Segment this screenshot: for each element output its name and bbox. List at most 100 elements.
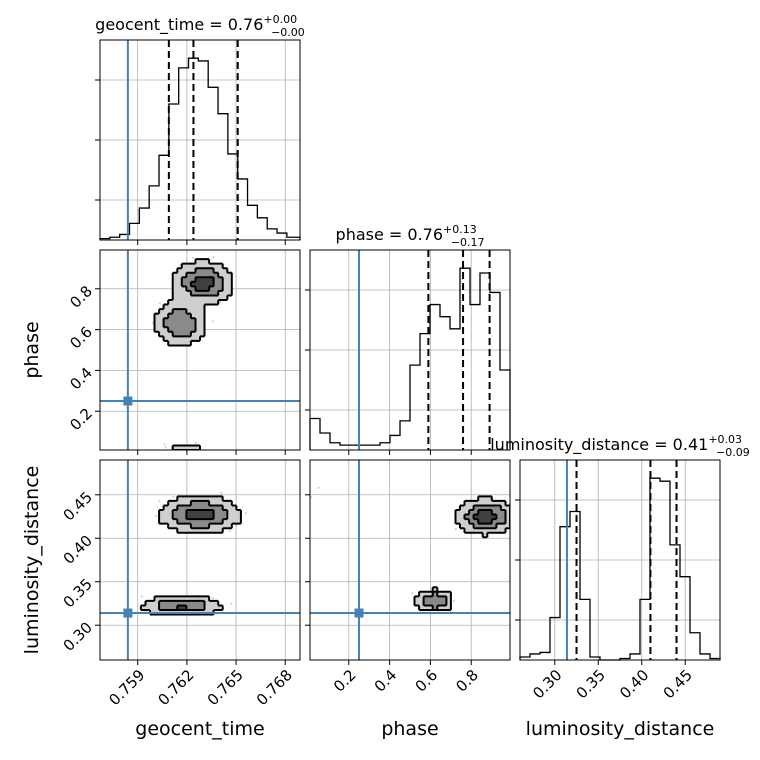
density-cell <box>469 519 474 524</box>
density-cell <box>200 309 205 314</box>
density-cell <box>177 300 183 305</box>
density-cell <box>218 496 224 502</box>
density-cell <box>163 309 169 314</box>
density-cell <box>460 514 465 520</box>
density-cell <box>181 286 187 292</box>
density-cell <box>190 304 196 310</box>
density-cell <box>460 505 465 511</box>
density-cell <box>159 331 164 337</box>
density-cell <box>428 596 434 602</box>
density-cell <box>222 286 228 292</box>
density-cell <box>505 523 510 529</box>
contour-line <box>176 509 215 611</box>
density-cell <box>190 286 196 292</box>
density-cell <box>500 523 506 529</box>
density-cell <box>218 505 224 511</box>
sample-point <box>172 495 175 498</box>
density-cell <box>181 309 187 314</box>
density-cell <box>473 519 479 524</box>
density-cell <box>423 600 429 606</box>
density-cell <box>200 500 205 506</box>
density-cell <box>168 523 174 529</box>
density-cell <box>222 519 228 524</box>
density-cell <box>204 510 210 515</box>
density-cell <box>455 519 461 524</box>
density-cell <box>172 340 178 346</box>
density-cell <box>437 596 443 602</box>
density-cell <box>181 496 187 502</box>
density-cell <box>195 268 201 274</box>
density-cell <box>177 500 183 506</box>
density-cell <box>186 295 192 301</box>
density-cell <box>464 500 470 506</box>
density-cell <box>469 514 474 520</box>
density-cell <box>159 510 164 515</box>
density-cell <box>441 596 447 602</box>
density-cell <box>218 286 224 292</box>
sample-point <box>228 530 231 533</box>
density-cell <box>154 600 160 606</box>
density-cell <box>231 519 237 524</box>
density-cell <box>190 300 196 305</box>
density-cell <box>190 510 196 515</box>
density-cell <box>177 514 183 520</box>
density-cell <box>195 322 201 328</box>
density-cell <box>186 500 192 506</box>
density-cell <box>195 290 201 296</box>
density-cell <box>159 514 164 520</box>
density-cell <box>186 263 192 269</box>
density-cell <box>491 505 497 511</box>
density-cell <box>204 295 210 301</box>
density-cell <box>195 605 201 611</box>
density-cell <box>222 295 228 301</box>
density-cell <box>190 500 196 506</box>
density-cell <box>190 523 196 529</box>
density-cell <box>190 290 196 296</box>
density-cell <box>469 523 474 529</box>
density-cell <box>190 600 196 606</box>
density-cell <box>172 514 178 520</box>
density-cell <box>195 596 201 602</box>
density-cell <box>200 277 205 283</box>
density-cell <box>172 523 178 529</box>
density-cell <box>473 523 479 529</box>
density-cell <box>190 263 196 269</box>
density-cell <box>172 331 178 337</box>
x-tick-label-luminosity_distance: 0.35 <box>573 666 609 702</box>
panel-geocent_time-vs-luminosity_distance <box>95 459 301 665</box>
hist-panel-phase: phase = 0.76+0.13 −0.17 <box>305 223 511 455</box>
title-lower-error: −0.00 <box>271 26 305 39</box>
density-cell <box>190 322 196 328</box>
density-cell <box>195 259 201 264</box>
density-cell <box>168 304 174 310</box>
x-axis-label-luminosity_distance: luminosity_distance <box>526 718 715 740</box>
density-cell <box>186 286 192 292</box>
density-cell <box>177 445 183 450</box>
title-upper-error: +0.13 <box>443 223 477 236</box>
density-cell <box>478 500 484 506</box>
density-cell <box>168 519 174 524</box>
sample-point <box>411 592 414 595</box>
density-cell <box>209 528 214 534</box>
density-cell <box>200 322 205 328</box>
x-tick-label-phase: 0.2 <box>330 666 360 696</box>
density-cell <box>428 605 434 611</box>
density-cell <box>186 268 192 274</box>
density-cell <box>200 331 205 337</box>
density-cell <box>428 600 434 606</box>
sample-point <box>158 499 161 502</box>
density-cell <box>186 313 192 319</box>
density-cell <box>491 523 497 529</box>
density-cell <box>213 268 219 274</box>
density-cell <box>487 519 493 524</box>
density-cell <box>168 340 174 346</box>
density-cell <box>200 304 205 310</box>
density-cell <box>473 500 479 506</box>
density-cell <box>209 281 214 287</box>
density-cell <box>181 263 187 269</box>
density-cell <box>227 519 233 524</box>
hist-panel-luminosity_distance: luminosity_distance = 0.41+0.03 −0.09 <box>490 433 750 665</box>
x-tick-label-phase: 0.4 <box>371 666 401 696</box>
density-cell <box>172 596 178 602</box>
